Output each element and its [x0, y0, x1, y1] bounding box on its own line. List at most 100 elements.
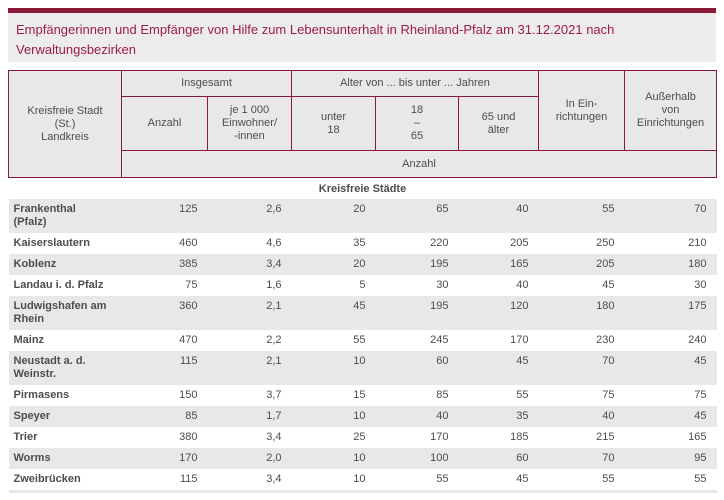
value-cell: 230 — [596, 334, 615, 346]
region-name-cell: Koblenz — [8, 254, 122, 275]
table-body: Kreisfreie Städte Frankenthal (Pfalz) 12… — [8, 177, 717, 493]
value-cell: 85 — [121, 406, 208, 427]
table-row: Ludwigshafen am Rhein 360 2,1 45 195 120… — [8, 296, 717, 330]
value-cell: 70 — [538, 448, 625, 469]
value-cell: 205 — [538, 254, 625, 275]
value-cell: 10 — [291, 448, 376, 469]
table-row: Koblenz 385 3,4 20 195 165 205 180 — [8, 254, 717, 275]
value-cell: 380 — [179, 431, 198, 443]
table-row: Landau i. d. Pfalz 75 1,6 5 30 40 45 30 — [9, 275, 717, 296]
value-cell: 70 — [538, 351, 625, 385]
value-cell: 60 — [375, 351, 459, 385]
value-cell: 170 — [121, 448, 208, 469]
table-row: Neustadt a. d. Weinstr. 115 2,1 10 60 45… — [8, 351, 717, 385]
table-row: Kaiserslautern 460 4,6 35 220 205 250 21… — [9, 233, 717, 254]
value-cell: 165 — [688, 431, 707, 443]
value-cell: 2,0 — [207, 448, 292, 469]
value-cell: 10 — [291, 351, 376, 385]
value-cell: 2,1 — [207, 351, 292, 385]
value-cell: 55 — [353, 334, 366, 346]
value-cell: 45 — [516, 473, 529, 485]
value-cell: 65 — [375, 199, 459, 233]
value-cell: 55 — [436, 473, 449, 485]
value-cell: 470 — [179, 334, 198, 346]
value-cell: 25 — [353, 431, 366, 443]
value-cell: 40 — [375, 406, 459, 427]
value-cell: 115 — [179, 473, 198, 485]
region-name-cell: Kaiserslautern — [13, 237, 90, 249]
value-cell: 185 — [510, 431, 529, 443]
value-cell: 45 — [624, 406, 717, 427]
value-cell: 1,7 — [207, 406, 292, 427]
value-cell: 3,4 — [207, 254, 292, 275]
header-row-groups: Kreisfreie Stadt (St.) Landkreis Insgesa… — [8, 70, 717, 178]
value-cell: 20 — [291, 199, 376, 233]
value-cell: 3,7 — [266, 389, 282, 401]
value-cell: 180 — [624, 254, 717, 275]
value-cell: 45 — [624, 351, 717, 385]
value-cell: 245 — [430, 334, 449, 346]
header-row-unit: Anzahl — [9, 150, 717, 178]
region-name-cell: Trier — [13, 431, 38, 443]
value-cell: 55 — [516, 389, 529, 401]
table-header: Kreisfreie Stadt (St.) Landkreis Insgesa… — [8, 70, 717, 178]
value-cell: 3,4 — [266, 473, 282, 485]
header-group-insgesamt: Insgesamt — [121, 70, 292, 97]
value-cell: 165 — [458, 254, 539, 275]
header-region-column: Kreisfreie Stadt (St.) Landkreis — [8, 70, 122, 178]
value-cell: 150 — [179, 389, 198, 401]
value-cell: 75 — [185, 279, 198, 291]
value-cell: 2,2 — [266, 334, 282, 346]
value-cell: 10 — [291, 406, 376, 427]
header-unit: Anzahl — [121, 150, 717, 178]
value-cell: 45 — [458, 351, 539, 385]
value-cell: 15 — [353, 389, 366, 401]
value-cell: 85 — [436, 389, 449, 401]
section-header-row: Kreisfreie Städte — [8, 177, 717, 199]
header-in-einrichtungen: In Ein- richtungen — [538, 70, 625, 151]
header-anzahl: Anzahl — [121, 96, 208, 151]
value-cell: 75 — [694, 389, 707, 401]
value-cell: 215 — [596, 431, 615, 443]
value-cell: 385 — [121, 254, 208, 275]
value-cell: 460 — [179, 237, 198, 249]
header-18-65: 18 – 65 — [375, 96, 459, 151]
table-row: Zweibrücken 115 3,4 10 55 45 55 55 — [9, 469, 717, 490]
value-cell: 175 — [624, 296, 717, 330]
value-cell: 55 — [602, 473, 615, 485]
value-cell: 240 — [688, 334, 707, 346]
header-ausserhalb: Außerhalb von Einrichtungen — [624, 70, 717, 151]
value-cell: 70 — [624, 199, 717, 233]
value-cell: 20 — [291, 254, 376, 275]
table-row: Trier 380 3,4 25 170 185 215 165 — [9, 427, 717, 448]
value-cell: 10 — [353, 473, 366, 485]
value-cell: 170 — [510, 334, 529, 346]
value-cell: 5 — [359, 279, 366, 291]
value-cell: 60 — [458, 448, 539, 469]
value-cell: 1,6 — [266, 279, 282, 291]
title-box: Empfängerinnen und Empfänger von Hilfe z… — [8, 8, 716, 62]
value-cell: 195 — [375, 254, 459, 275]
value-cell: 95 — [624, 448, 717, 469]
region-name-cell: Mainz — [13, 334, 45, 346]
value-cell: 2,1 — [207, 296, 292, 330]
region-name-cell: Landau i. d. Pfalz — [13, 279, 104, 291]
value-cell: 4,6 — [266, 237, 282, 249]
value-cell: 40 — [516, 279, 529, 291]
value-cell: 30 — [694, 279, 707, 291]
region-name-cell: Frankenthal (Pfalz) — [8, 199, 122, 233]
table-row: Speyer 85 1,7 10 40 35 40 45 — [8, 406, 717, 427]
page-title: Empfängerinnen und Empfänger von Hilfe z… — [16, 22, 615, 57]
value-cell: 195 — [375, 296, 459, 330]
value-cell: 35 — [353, 237, 366, 249]
value-cell: 35 — [458, 406, 539, 427]
value-cell: 40 — [538, 406, 625, 427]
table-row: Pirmasens 150 3,7 15 85 55 75 75 — [9, 385, 717, 406]
header-65-plus: 65 und älter — [458, 96, 539, 151]
value-cell: 3,4 — [266, 431, 282, 443]
header-per-1000: je 1 000 Einwohner/ -innen — [207, 96, 292, 151]
region-name-cell: Ludwigshafen am Rhein — [8, 296, 122, 330]
value-cell: 220 — [430, 237, 449, 249]
header-group-alter: Alter von ... bis unter ... Jahren — [291, 70, 539, 97]
